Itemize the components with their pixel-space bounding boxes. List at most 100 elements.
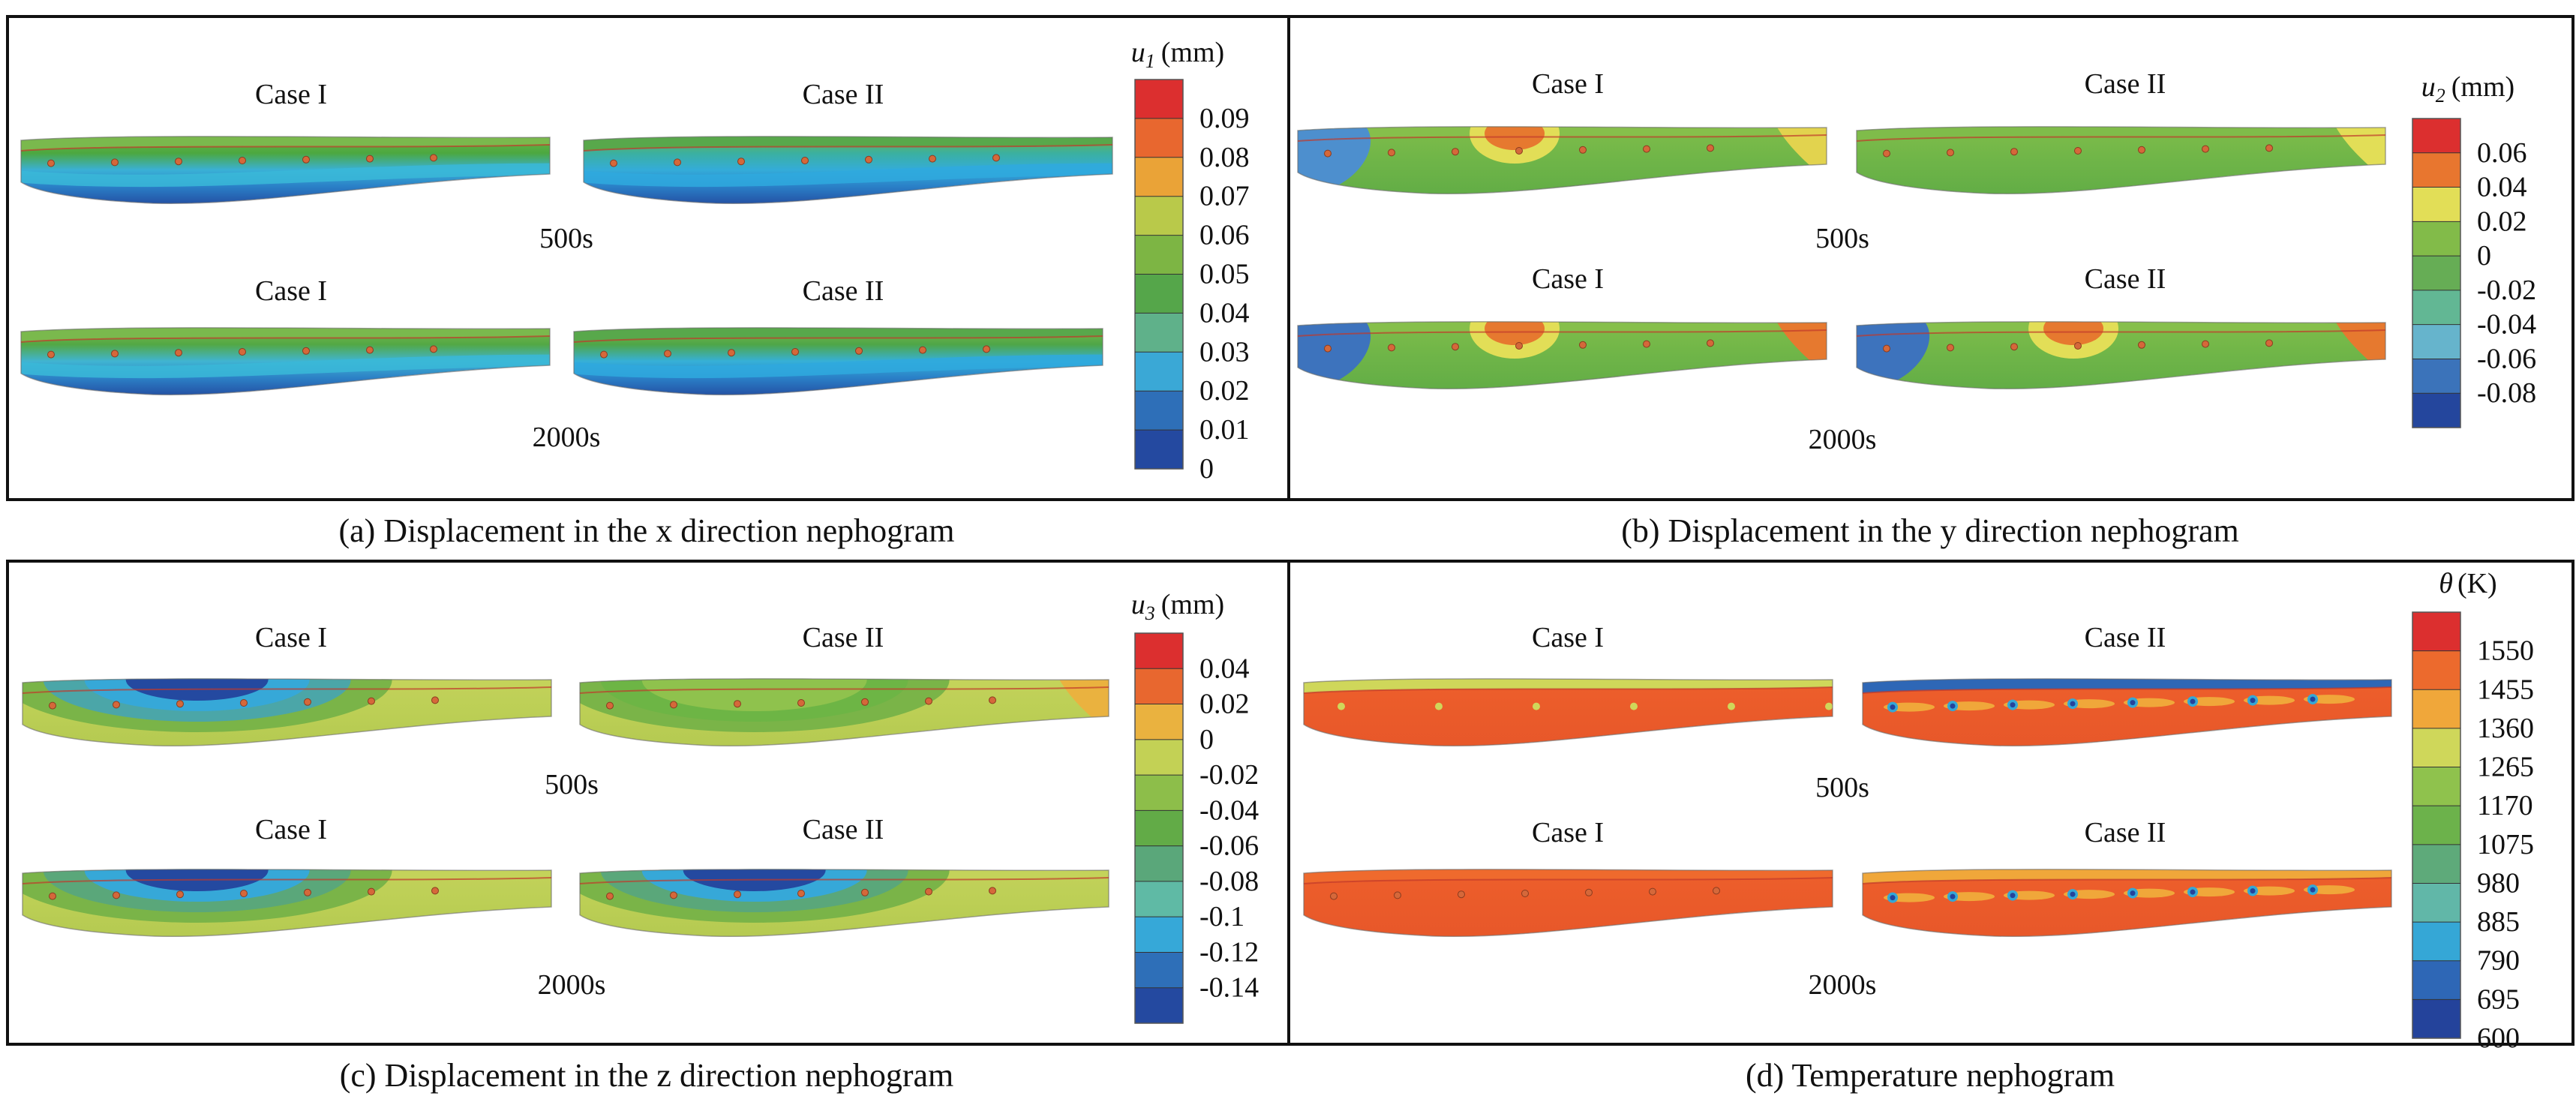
legend-label-2: 0 (1199, 724, 1214, 755)
cooling-spot (1435, 702, 1443, 710)
legend-swatch-3 (2412, 728, 2460, 768)
cooling-hole (734, 700, 741, 708)
legend-swatch-5 (2412, 806, 2460, 845)
legend-label-2: 0.02 (2477, 206, 2527, 237)
legend-d: θ (K) 1550 1455 1360 1265 1170 1075 980 885 790 695… (2412, 568, 2534, 1054)
legend-label-7: -0.08 (2477, 377, 2536, 409)
wing-d-1-1 (1863, 869, 2391, 937)
case-label: Case I (1532, 68, 1604, 100)
cooling-hole (929, 155, 936, 163)
case-label: Case II (2085, 622, 2166, 653)
legend-swatch-7 (2412, 359, 2460, 394)
wing-body (1863, 869, 2391, 937)
wing-outline (22, 869, 552, 938)
cooling-hole (992, 154, 1000, 162)
wing-band (21, 354, 550, 379)
cooling-hole (1458, 890, 1465, 899)
case-label: Case II (803, 79, 884, 110)
legend-label-6: -0.06 (2477, 343, 2536, 374)
cooling-hole (2265, 339, 2273, 347)
film-hole-core (2010, 702, 2016, 708)
cooling-hole (113, 891, 120, 899)
legend-title: u1 (mm) (1131, 37, 1224, 72)
cooling-hole (1388, 344, 1395, 352)
cooling-hole (2202, 340, 2209, 348)
time-label: 500s (1815, 223, 1869, 254)
legend-label-6: 980 (2477, 867, 2520, 899)
legend-swatch-1 (2412, 650, 2460, 690)
legend-swatch-1 (2412, 152, 2460, 188)
wing-body (1857, 321, 2385, 389)
legend-label-1: 0.08 (1199, 142, 1250, 173)
wing-edge-line (1303, 877, 1833, 884)
legend-title: u2 (mm) (2421, 71, 2514, 107)
cooling-hole (175, 349, 182, 357)
wing-band (584, 163, 1112, 188)
film-hole-core (2310, 887, 2316, 893)
case-label: Case II (803, 814, 884, 845)
cooling-hole (2202, 145, 2209, 153)
wing-top-surface (1863, 678, 2391, 693)
cooling-hole (797, 890, 805, 897)
wing-left-region (1298, 323, 1371, 389)
cooling-hole (797, 699, 805, 707)
cooling-hole (1643, 340, 1650, 348)
case-label: Case I (1532, 817, 1604, 848)
legend-swatch-2 (2412, 187, 2460, 222)
cooling-hole (49, 892, 56, 900)
case-label: Case I (1532, 263, 1604, 295)
cooling-hole (670, 701, 677, 709)
cooling-hole (1707, 144, 1714, 152)
legend-subscript: 3 (1145, 602, 1155, 624)
legend-label-6: 0.03 (1199, 336, 1250, 368)
wing-outline (1297, 126, 1827, 195)
panel-frame-a (6, 15, 1290, 501)
cooling-hole (1394, 891, 1401, 899)
cooling-hole (366, 155, 374, 163)
wing-top-surface (1304, 678, 1833, 693)
cooling-hole (664, 350, 671, 358)
wing-edge-line (579, 686, 1109, 694)
cooling-hole (606, 892, 614, 900)
wing-outline (1303, 869, 1833, 938)
legend-label-3: 0.06 (1199, 220, 1250, 251)
wing-outline (1297, 321, 1827, 390)
panel-caption-a: (a) Displacement in the x direction neph… (338, 512, 954, 549)
cooling-hole (1883, 149, 1890, 158)
legend-label-8: 790 (2477, 945, 2520, 977)
legend-label-8: 0.01 (1199, 414, 1250, 446)
film-hole-core (2250, 698, 2256, 704)
wing-edge-line (1856, 134, 2386, 142)
wing-top-surface (21, 136, 550, 151)
wing-d-1-0 (1304, 869, 1833, 937)
cooling-hole (2010, 343, 2018, 351)
legend-label-7: 885 (2477, 906, 2520, 938)
cooling-hole (239, 157, 246, 164)
legend-unit: (mm) (2451, 71, 2514, 103)
film-hole-core (2130, 700, 2136, 706)
case-label: Case I (255, 622, 327, 653)
wing-outline (20, 327, 551, 396)
legend-label-0: 0.04 (1199, 653, 1250, 684)
cooling-hole (47, 159, 55, 167)
film-hole-core (2250, 888, 2256, 894)
wing-body (1863, 678, 2391, 746)
wing-arc-inner (1485, 126, 1545, 150)
cooling-hole (925, 697, 932, 705)
legend-subscript: 2 (2436, 85, 2445, 107)
film-hole-core (1950, 703, 1956, 709)
cooling-hole (240, 699, 248, 707)
cooling-hole (1330, 892, 1338, 900)
cooling-hole (304, 888, 311, 896)
wing-edge-line (573, 335, 1103, 343)
legend-swatch-4 (1135, 235, 1183, 275)
wing-outline (20, 136, 551, 205)
film-hole-core (2010, 893, 2016, 899)
cooling-hole (728, 349, 735, 357)
wing-top-surface (1304, 869, 1833, 884)
cooling-hole (1643, 145, 1650, 153)
cooling-hole (674, 158, 681, 167)
wing-outline (22, 678, 552, 747)
legend-swatch-8 (1135, 391, 1183, 431)
legend-label-4: -0.04 (1199, 794, 1259, 826)
